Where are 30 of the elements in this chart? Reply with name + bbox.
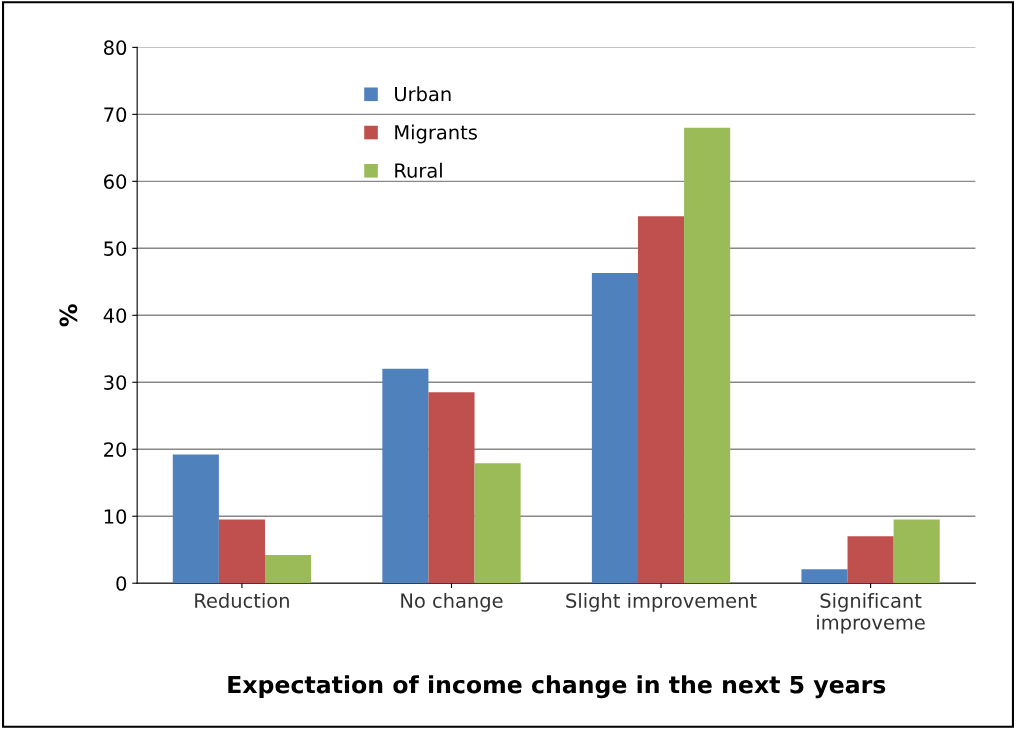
bar: [637, 216, 685, 584]
y-tick-label: 30: [104, 375, 127, 390]
bar: [264, 555, 312, 584]
bar: [801, 569, 848, 584]
legend-label: Rural: [395, 162, 442, 178]
y-tick-label: 80: [104, 40, 127, 56]
x-tick-label: Significant improveme: [817, 592, 925, 634]
bar: [218, 519, 265, 584]
y-axis-title: %: [59, 304, 78, 327]
bar: [172, 454, 219, 584]
bar: [847, 536, 894, 584]
bar: [591, 273, 638, 584]
x-tick-label: Reduction: [195, 592, 289, 608]
bar: [428, 392, 475, 584]
bar: [382, 368, 429, 584]
y-tick-label: 40: [103, 308, 127, 323]
y-tick-label: 70: [104, 107, 127, 123]
bar: [893, 519, 940, 584]
bar: [474, 463, 521, 584]
y-tick-label: 0: [116, 576, 127, 591]
bar: [684, 127, 731, 584]
y-tick-label: 60: [104, 174, 127, 189]
y-tick-label: 50: [104, 241, 127, 256]
x-tick-label: No change: [401, 592, 503, 612]
legend-label: Migrants: [395, 124, 477, 144]
x-tick-label: Slight improvement: [566, 592, 757, 612]
legend-label: Urban: [395, 86, 451, 102]
x-axis-title: Expectation of income change in the next 5 years: [228, 675, 886, 699]
y-tick-label: 10: [104, 509, 127, 524]
y-tick-label: 20: [104, 442, 127, 457]
